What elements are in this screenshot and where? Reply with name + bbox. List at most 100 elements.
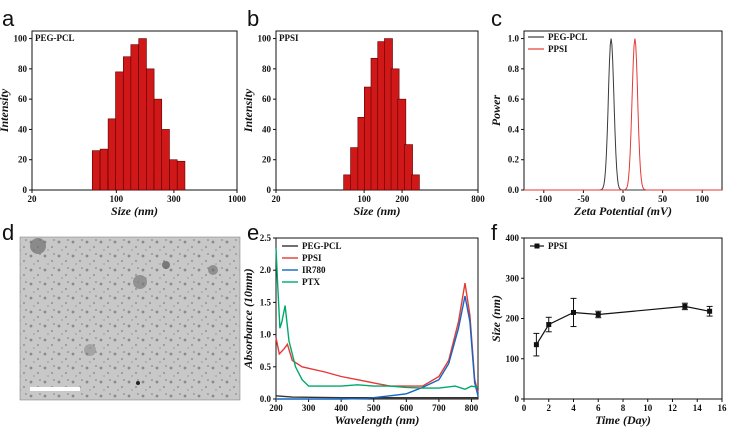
panel-label-a: a [2,6,15,31]
x-tick-label: 20 [272,194,282,204]
y-tick-label: 400 [506,233,520,243]
y-tick-label: 20 [262,155,272,165]
data-point [533,342,539,348]
panel-label-e: e [247,220,259,245]
histogram-bar [350,147,359,191]
x-tick-label: 12 [668,403,678,413]
histogram-bar [130,44,139,191]
histogram-bar [176,160,186,191]
tem-micrograph [19,236,241,401]
y-tick-label: 100 [258,34,272,44]
y-tick-label: 100 [14,34,28,44]
legend-label: PEG-PCL [548,32,588,42]
y-tick-label: 0.0 [260,394,272,404]
chart-title-b: PPSI [279,33,299,43]
y-tick-label: 0.8 [508,64,520,74]
legend-label: PTX [302,277,321,287]
y-tick-label: 200 [506,314,520,324]
x-tick-label: 600 [400,403,414,413]
y-tick-label: 40 [262,124,272,134]
legend-label: PPSI [548,44,568,54]
x-axis-title: Size (nm) [111,204,158,218]
x-tick-label: 1000 [228,194,247,204]
x-tick-label: 16 [718,403,728,413]
data-point [571,309,576,315]
series-line-ir780 [276,295,479,400]
x-tick-label: 100 [357,194,371,204]
x-tick-label: 100 [695,194,709,204]
x-tick-label: 4 [571,403,576,413]
x-tick-label: 200 [395,194,409,204]
x-tick-label: 14 [693,403,703,413]
data-point [546,322,552,328]
x-tick-label: 200 [269,403,283,413]
x-tick-label: 500 [367,403,381,413]
x-axis-title: Time (Day) [595,413,651,427]
histogram-bar [99,148,109,191]
panel-label-b: b [247,6,259,31]
y-tick-label: 0.5 [260,362,272,372]
y-tick-label: 2.5 [260,233,272,243]
series-line-ptx [275,247,479,391]
y-tick-label: 0.4 [508,124,520,134]
y-tick-label: 60 [262,94,272,104]
x-tick-label: 700 [432,403,446,413]
y-tick-label: 40 [18,124,28,134]
y-tick-label: 0 [267,185,272,195]
histogram-bar [115,71,124,191]
x-axis-title: Wavelength (nm) [335,413,420,427]
series-line-peg-pcl [524,38,722,191]
histogram-bar [107,118,117,191]
series-line-ppsi [275,282,479,393]
legend-label: PEG-PCL [302,241,342,251]
y-tick-label: 0 [515,394,520,404]
data-point [595,311,601,317]
x-axis-title: Zeta Potential (mV) [573,204,672,218]
y-tick-label: 0.6 [508,94,520,104]
histogram-bar [169,159,178,191]
series-line-ppsi [524,38,722,191]
x-tick-label: 10 [643,403,653,413]
y-tick-label: 80 [18,64,28,74]
plot-frame-e [275,237,479,400]
legend-label: IR780 [302,265,326,275]
data-point [682,303,688,309]
chart-title-a: PEG-PCL [35,33,75,43]
x-tick-label: 20 [28,194,38,204]
x-tick-label: 300 [167,194,181,204]
y-tick-label: 300 [506,273,520,283]
x-tick-label: 2 [547,403,552,413]
y-axis-title: Intensity [241,88,255,133]
y-axis-title: Intensity [0,88,11,133]
y-tick-label: 2.0 [260,265,272,275]
legend-label: PPSI [548,241,568,251]
x-tick-label: 0 [522,403,527,413]
histogram-bar [138,38,147,191]
data-point [707,308,713,314]
x-tick-label: 50 [658,194,668,204]
y-tick-label: 20 [18,155,28,165]
y-axis-title: Absorbance (10mm) [241,268,255,369]
histogram-bar [91,150,101,191]
y-tick-label: 80 [262,64,272,74]
panel-label-f: f [491,220,498,245]
y-axis-title: Power [489,95,503,127]
y-tick-label: 1.5 [260,297,272,307]
y-tick-label: 1.0 [260,330,272,340]
x-tick-label: 300 [302,403,316,413]
panel-label-c: c [491,6,502,31]
histogram-bar [161,129,170,191]
histogram-bar [123,56,132,191]
y-tick-label: 60 [18,94,28,104]
histogram-bar [411,174,420,191]
histogram-bar [153,98,163,191]
panel-label-d: d [2,220,14,245]
scale-bar [30,387,80,391]
x-axis-title: Size (nm) [353,204,400,218]
y-tick-label: 100 [506,354,520,364]
x-tick-label: 0 [621,194,626,204]
plot-frame-f [523,237,723,400]
y-tick-label: 0.2 [508,155,520,165]
y-tick-label: 1.0 [508,34,520,44]
